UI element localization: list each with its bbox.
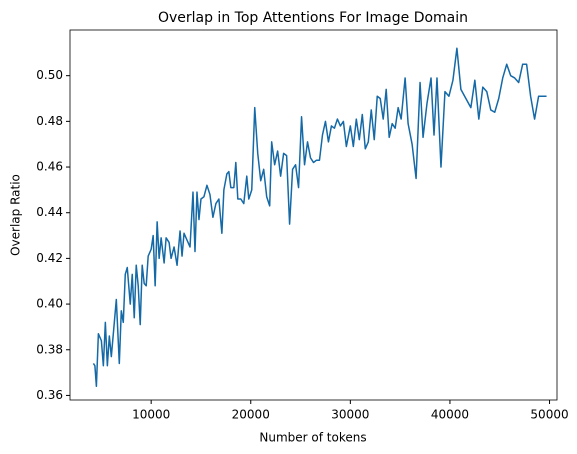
- y-tick-label: 0.40: [36, 297, 63, 311]
- y-tick-label: 0.48: [36, 114, 63, 128]
- x-tick-label: 50000: [530, 408, 568, 422]
- x-tick-label: 40000: [431, 408, 469, 422]
- chart-title: Overlap in Top Attentions For Image Doma…: [158, 10, 468, 26]
- y-tick-label: 0.38: [36, 342, 63, 356]
- y-tick-label: 0.46: [36, 160, 63, 174]
- y-tick-label: 0.44: [36, 205, 63, 219]
- x-tick-label: 30000: [331, 408, 369, 422]
- plot-frame: [69, 29, 558, 401]
- y-tick-label: 0.42: [36, 251, 63, 265]
- x-tick-label: 10000: [132, 408, 170, 422]
- data-line: [92, 47, 547, 388]
- x-tick-label: 20000: [232, 408, 270, 422]
- x-axis-label: Number of tokens: [259, 431, 366, 445]
- y-tick-label: 0.36: [36, 388, 63, 402]
- y-tick-label: 0.50: [36, 68, 63, 82]
- y-axis-label: Overlap Ratio: [9, 174, 23, 256]
